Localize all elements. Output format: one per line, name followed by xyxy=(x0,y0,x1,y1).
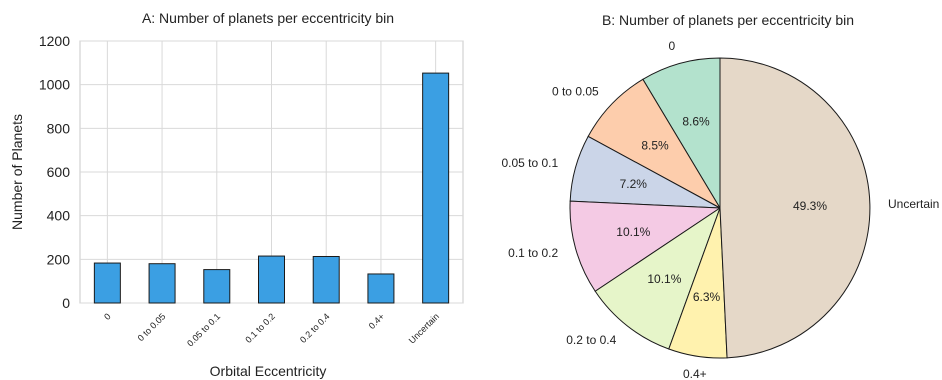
pie-slice xyxy=(719,57,871,359)
bar-chart-title: A: Number of planets per eccentricity bi… xyxy=(142,10,394,26)
bar-series xyxy=(93,72,450,304)
pie-percent-label: 8.6% xyxy=(682,114,710,128)
pie-percent-label: 7.2% xyxy=(620,177,648,191)
bar xyxy=(422,72,450,304)
x-tick-label: 0 to 0.05 xyxy=(136,311,168,343)
pie-percent-label: 49.3% xyxy=(793,199,827,213)
x-tick-label: 0.1 to 0.2 xyxy=(243,311,277,345)
bar xyxy=(148,263,176,304)
y-tick-label: 0 xyxy=(62,295,70,311)
bar xyxy=(367,273,395,304)
bar xyxy=(203,269,231,304)
pie-percent-label: 8.5% xyxy=(641,139,669,153)
y-tick-label: 200 xyxy=(47,251,71,267)
x-tick-label: 0 xyxy=(102,311,113,322)
bar xyxy=(258,255,285,304)
pie-percent-label: 10.1% xyxy=(647,272,681,286)
x-tick-label: 0.2 to 0.4 xyxy=(298,311,332,345)
pie-chart-title: B: Number of planets per eccentricity bi… xyxy=(602,12,854,28)
pie-percent-label: 10.1% xyxy=(616,225,650,239)
y-tick-label: 1000 xyxy=(39,77,70,93)
bar xyxy=(312,255,340,304)
bar-chart: A: Number of planets per eccentricity bi… xyxy=(9,10,464,379)
x-tick-label: Uncertain xyxy=(407,311,441,345)
x-tick-labels: 0 0 to 0.05 0.05 to 0.1 0.1 to 0.2 0.2 to 0.… xyxy=(102,311,441,348)
pie-percent-labels: 8.6% 8.5% 7.2% 10.1% 10.1% 6.3% 49.3% xyxy=(616,114,827,304)
pie-category-label: 0 xyxy=(669,39,676,53)
y-tick-labels: 0 200 400 600 800 1000 1200 xyxy=(39,33,70,311)
pie-slices xyxy=(569,57,871,359)
y-tick-label: 1200 xyxy=(39,33,70,49)
y-tick-label: 400 xyxy=(47,208,71,224)
pie-category-label: 0.4+ xyxy=(683,367,707,380)
pie-category-label: Uncertain xyxy=(888,197,939,211)
y-tick-label: 600 xyxy=(47,164,71,180)
pie-category-labels: 0 0 to 0.05 0.05 to 0.1 0.1 to 0.2 0.2 to 0.… xyxy=(501,39,939,380)
y-axis-label: Number of Planets xyxy=(9,114,25,230)
pie-category-label: 0.05 to 0.1 xyxy=(501,156,558,170)
y-tick-label: 800 xyxy=(47,120,71,136)
pie-category-label: 0.2 to 0.4 xyxy=(566,333,616,347)
x-tick-label: 0.05 to 0.1 xyxy=(185,311,222,348)
pie-category-label: 0.1 to 0.2 xyxy=(508,246,558,260)
pie-slice xyxy=(569,200,722,292)
pie-percent-label: 6.3% xyxy=(693,290,721,304)
x-axis-label: Orbital Eccentricity xyxy=(210,363,327,379)
pie-category-label: 0 to 0.05 xyxy=(552,85,599,99)
bar xyxy=(93,262,121,304)
x-tick-label: 0.4+ xyxy=(367,311,387,331)
pie-chart: B: Number of planets per eccentricity bi… xyxy=(501,12,939,380)
pie-slice xyxy=(594,206,721,350)
